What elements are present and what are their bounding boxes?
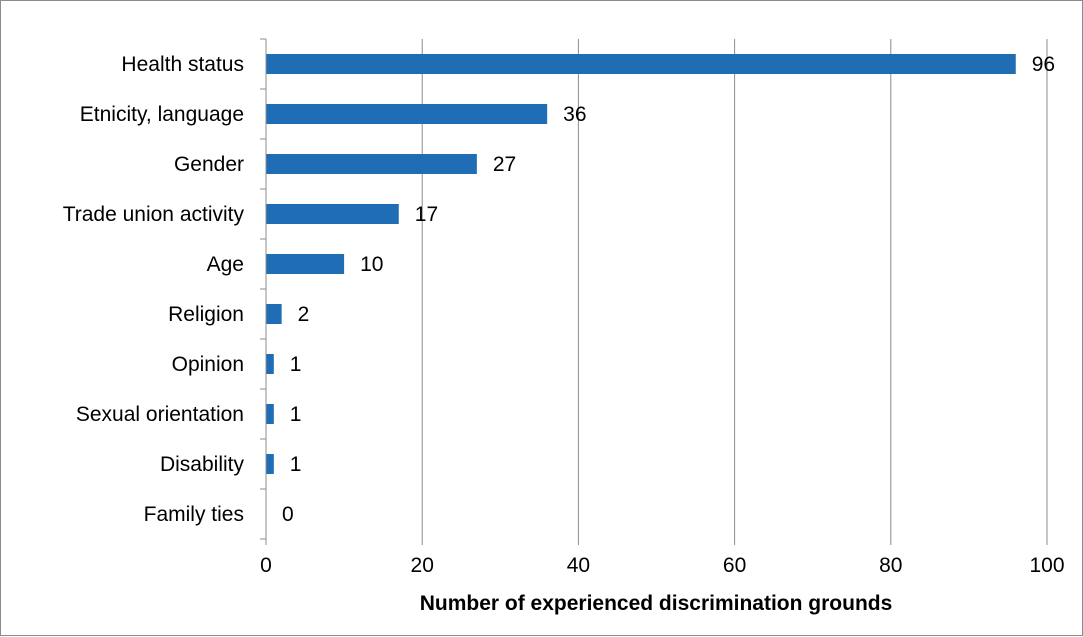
x-tick-label: 0: [260, 554, 272, 577]
bar: [266, 154, 477, 174]
bars: [266, 54, 1016, 474]
data-label: 0: [282, 503, 294, 526]
data-label: 36: [563, 103, 586, 126]
gridlines: [421, 39, 1048, 539]
category-label: Sexual orientation: [76, 403, 244, 426]
category-label: Trade union activity: [63, 203, 245, 226]
category-labels: Health status Etnicity, language Gender Tra…: [63, 53, 245, 526]
data-label: 1: [290, 403, 302, 426]
data-label: 17: [415, 203, 438, 226]
x-tick-label: 20: [411, 554, 434, 577]
bar: [266, 304, 282, 324]
x-axis-title: Number of experienced discrimination gro…: [420, 592, 893, 615]
bar: [266, 354, 274, 374]
data-label: 10: [360, 253, 383, 276]
data-label: 2: [298, 303, 310, 326]
data-label: 1: [290, 453, 302, 476]
bar: [266, 404, 274, 424]
bar: [266, 254, 345, 274]
axes: [260, 38, 1048, 545]
category-label: Gender: [174, 153, 244, 176]
category-label: Religion: [168, 303, 244, 326]
x-tick-label: 100: [1029, 554, 1064, 577]
x-tick-label: 80: [879, 554, 902, 577]
x-tick-label: 60: [723, 554, 746, 577]
bar: [266, 204, 399, 224]
category-label: Etnicity, language: [80, 103, 244, 126]
category-label: Age: [207, 253, 244, 276]
tick-labels: 0 20 40 60 80 100: [260, 554, 1064, 577]
category-label: Health status: [121, 53, 244, 76]
x-tick-label: 40: [567, 554, 590, 577]
data-label: 27: [493, 153, 516, 176]
category-label: Opinion: [172, 353, 244, 376]
bar: [266, 104, 548, 124]
category-label: Disability: [160, 453, 245, 476]
data-label: 1: [290, 353, 302, 376]
category-label: Family ties: [144, 503, 244, 526]
data-label: 96: [1032, 53, 1055, 76]
bar: [266, 454, 274, 474]
bar: [266, 54, 1016, 74]
